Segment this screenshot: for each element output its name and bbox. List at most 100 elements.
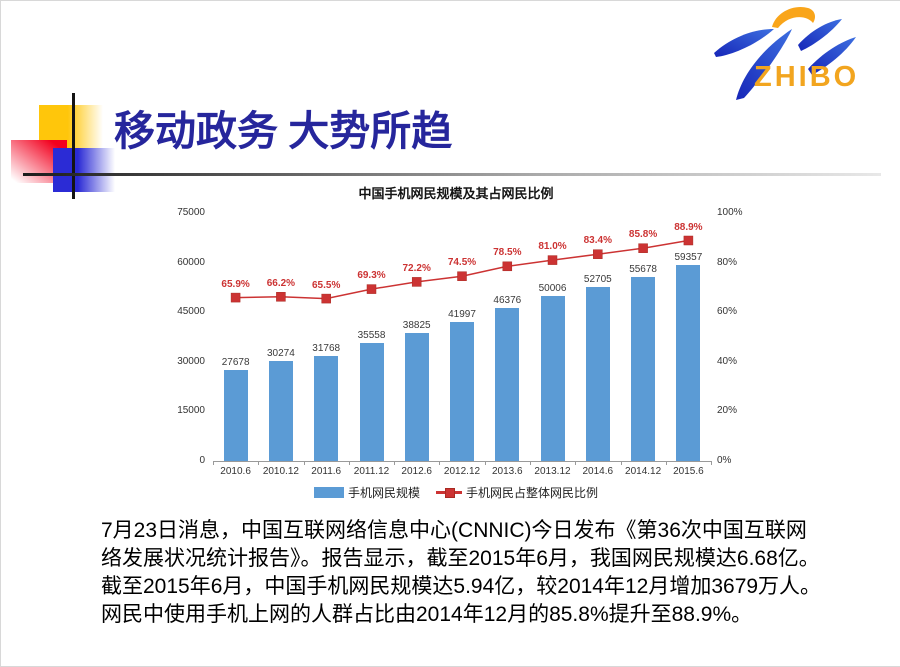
line-value-label: 83.4% [583,235,612,247]
y-axis-right-label: 20% [717,405,738,417]
line-value-label: 66.2% [266,277,296,289]
body-line: 截至2015年6月，中国手机网民规模达5.94亿，较2014年12月增加3679… [101,575,822,598]
x-axis-label: 2010.12 [262,466,299,477]
decor-blue-square [53,148,115,192]
chart-plot: 27678 30274 31768 35558 38825 41997 46376 50006… [213,213,711,462]
decor-vertical-line [72,93,75,199]
y-axis-right-label: 100% [717,207,743,218]
x-axis-label: 2015.6 [673,466,704,477]
x-axis-tick [213,461,214,465]
x-axis-tick [258,461,260,465]
x-axis-label: 2011.12 [353,466,390,477]
bar-value-label: 52705 [583,273,612,285]
legend-bar-label: 手机网民规模 [347,486,420,500]
zhibo-logo-mark [714,6,856,100]
logo-stroke-right-lower [808,37,856,75]
bar-value-label: 35558 [357,330,386,342]
line-value-label: 69.3% [357,270,386,282]
bar-value-label: 55678 [629,263,657,275]
y-axis-left-label: 75000 [177,207,205,218]
logo-stroke-left [714,29,774,57]
y-axis-left-label: 15000 [177,405,205,417]
bar [359,343,384,461]
x-axis-tick [575,461,577,465]
line-value-label: 85.8% [628,229,658,241]
bar [450,322,474,461]
line-marker [547,255,558,265]
bar [631,276,656,461]
line-marker [321,293,331,304]
logo-stroke-main [736,29,792,100]
bar-value-label: 50006 [538,282,567,294]
zhibo-logo-text: ZHIBO [754,61,860,93]
bar [585,286,610,461]
chart: 中国手机网民规模及其占网民比例 27678 30274 31768 35558 3882… [161,179,751,511]
x-axis-tick [711,461,712,465]
x-axis-label: 2012.12 [443,466,481,477]
x-axis-label: 2011.6 [311,466,342,477]
y-axis-left-label: 0 [199,455,205,466]
bar [676,264,701,461]
bar-value-label: 38825 [402,319,431,331]
line-marker [230,292,241,303]
x-axis-tick [665,461,667,465]
x-axis-label: 2012.6 [401,466,432,477]
bar [404,332,429,461]
x-axis-label: 2013.12 [534,466,571,477]
chart-legend: 手机网民规模 手机网民占整体网民比例 [161,484,751,501]
line-marker [411,277,422,287]
chart-title: 中国手机网民规模及其占网民比例 [358,186,554,201]
y-axis-right-label: 80% [717,256,738,268]
body-paragraph: 7月23日消息，中国互联网络信息中心(CNNIC)今日发布《第36次中国互联网 … [101,517,831,629]
line-value-label: 78.5% [493,247,522,259]
body-line: 网民中使用手机上网的人群占比由2014年12月的85.8%提升至88.9%。 [101,603,753,626]
bar [223,369,248,461]
y-axis-left-label: 30000 [177,355,205,367]
line-marker [276,292,286,302]
legend-bar-swatch [313,487,344,498]
x-axis-label: 2010.6 [220,466,251,477]
x-axis-tick [303,461,305,465]
y-axis-right-label: 60% [717,306,738,318]
line-value-label: 72.2% [402,262,431,274]
bar-value-label: 59357 [674,251,703,263]
legend-item-bar: 手机网民规模 [313,484,420,501]
line-marker [366,284,377,294]
x-axis-tick [529,461,531,465]
legend-line-swatch [436,488,462,498]
x-axis-tick [484,461,486,465]
line-marker [502,261,513,272]
x-axis-tick [348,461,350,465]
line-marker [457,271,467,281]
body-line: 络发展状况统计报告》。报告显示，截至2015年6月，我国网民规模达6.68亿。 [101,547,820,570]
y-axis-right-label: 40% [717,355,738,367]
y-axis-left-label: 60000 [177,256,205,268]
decor-horizontal-rule [23,173,881,176]
bar-value-label: 27678 [221,356,250,368]
bar-value-label: 46376 [493,294,522,306]
bar-value-label: 41997 [448,309,476,321]
line-value-label: 65.9% [221,278,250,290]
slide-title: 移动政务 大势所趋 [114,108,453,154]
logo-flame-icon [772,6,816,28]
x-axis-tick [394,461,396,465]
bar-value-label: 30274 [266,347,295,359]
x-axis-label: 2013.6 [492,466,523,477]
x-axis-tick [439,461,441,465]
line-value-label: 74.5% [447,257,477,269]
bar [314,356,339,461]
line-value-label: 65.5% [312,279,341,291]
legend-item-line: 手机网民占整体网民比例 [436,484,598,501]
x-axis-tick [620,461,622,465]
bar [540,295,565,461]
legend-line-label: 手机网民占整体网民比例 [466,486,599,500]
logo-stroke-right-upper [798,19,842,51]
line-value-label: 88.9% [674,221,703,233]
bar [495,307,520,461]
body-line: 7月23日消息，中国互联网络信息中心(CNNIC)今日发布《第36次中国互联网 [101,519,807,542]
x-axis-label: 2014.12 [625,466,662,477]
line-series [230,235,694,304]
line-marker [638,243,648,253]
zhibo-logo: ZHIBO [686,3,886,103]
